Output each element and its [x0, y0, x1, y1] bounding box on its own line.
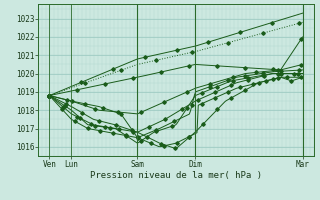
X-axis label: Pression niveau de la mer( hPa ): Pression niveau de la mer( hPa ) — [90, 171, 262, 180]
